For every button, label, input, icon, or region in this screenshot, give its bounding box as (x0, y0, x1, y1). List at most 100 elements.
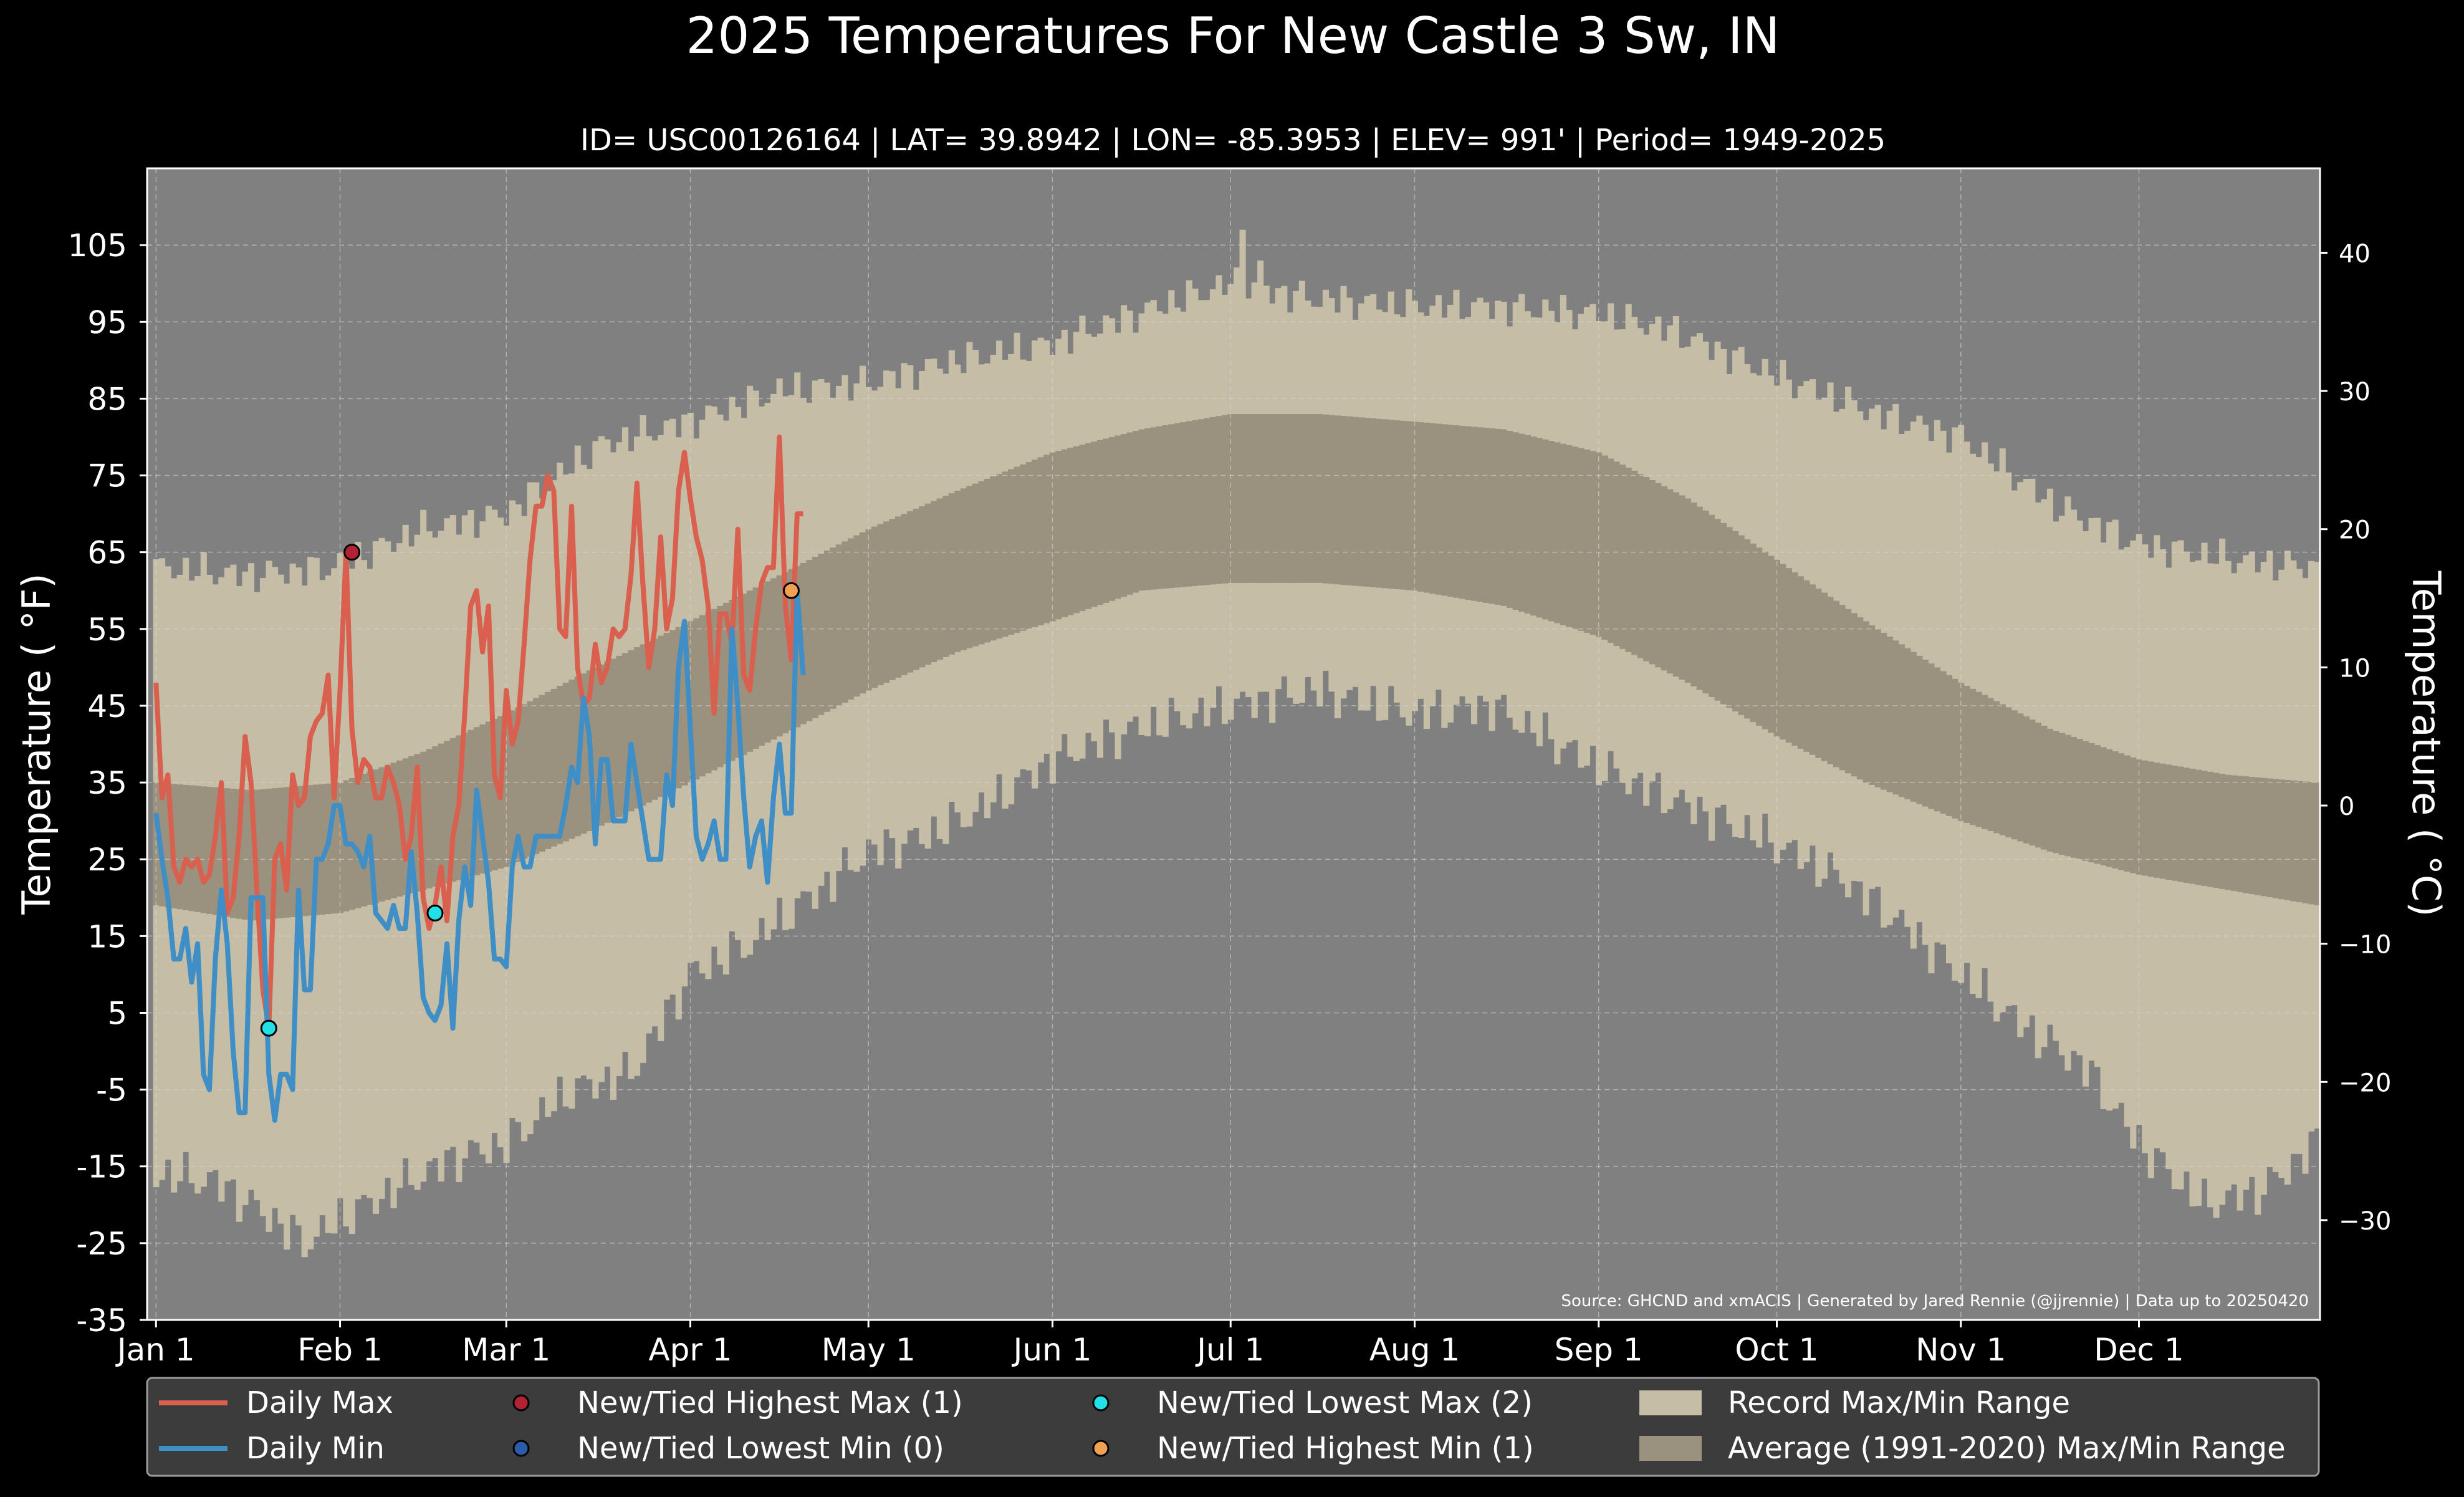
normal-range-bar (1121, 434, 1128, 597)
normal-range-bar (515, 707, 522, 862)
normal-range-bar (1144, 428, 1151, 590)
normal-range-bar (1768, 556, 1775, 733)
y-axis-label-left: Temperature ( °F) (14, 573, 59, 915)
normal-range-bar (165, 783, 171, 908)
y-tick-label-left: 105 (68, 228, 127, 264)
normal-range-bar (1791, 572, 1798, 746)
normal-range-bar (2236, 776, 2243, 892)
normal-range-bar (1940, 671, 1947, 814)
normal-range-bar (1245, 414, 1252, 583)
normal-range-bar (479, 724, 486, 874)
normal-range-bar (1394, 420, 1401, 589)
normal-range-bar (2171, 765, 2179, 881)
normal-range-bar (420, 751, 427, 890)
y-tick-label-left: -15 (76, 1149, 127, 1185)
normal-range-bar (1750, 543, 1757, 723)
normal-range-bar (355, 776, 362, 908)
normal-range-bar (604, 662, 611, 823)
source-note: Source: GHCND and xmACIS | Generated by … (1561, 1292, 2309, 1311)
normal-range-bar (1406, 421, 1412, 590)
normal-range-bar (1234, 414, 1240, 583)
normal-range-bar (966, 486, 973, 648)
normal-range-bar (1103, 438, 1110, 603)
normal-range-bar (1411, 421, 1418, 591)
y-tick-label-left: 5 (107, 995, 127, 1031)
normal-range-bar (1215, 416, 1222, 584)
normal-range-bar (176, 784, 183, 910)
normal-range-bar (1803, 580, 1810, 752)
normal-range-bar (1714, 519, 1721, 701)
normal-range-bar (568, 680, 575, 839)
normal-range-bar (188, 785, 195, 912)
legend-lowest-max-marker (1092, 1394, 1110, 1412)
record-marker-highest-max (343, 544, 361, 561)
normal-range-bar (1916, 655, 1923, 804)
normal-range-bar (859, 532, 866, 694)
normal-range-bar (2106, 749, 2113, 867)
normal-range-bar (1661, 486, 1667, 671)
normal-range-bar (628, 650, 635, 812)
normal-range-bar (2213, 773, 2220, 888)
normal-range-bar (1518, 433, 1525, 612)
normal-range-bar (1376, 418, 1383, 588)
normal-range-bar (1975, 691, 1982, 827)
y-tick-label-left: -35 (76, 1302, 127, 1339)
normal-range-bar (1310, 414, 1317, 583)
normal-range-bar (1578, 448, 1584, 631)
plot-area: 105 95 85 75 65 55 45 35 25 15 5 -5 -15 -25 -35 40 30 20 1… (68, 167, 2391, 1368)
normal-range-bar (1346, 416, 1353, 585)
normal-range-bar (2189, 768, 2196, 884)
normal-range-bar (2070, 737, 2078, 858)
normal-range-bar (948, 493, 955, 655)
x-tick-label: Jun 1 (1012, 1332, 1092, 1368)
normal-range-bar (1340, 416, 1347, 585)
y-tick-label-right: 0 (2339, 792, 2354, 821)
normal-range-bar (307, 785, 314, 916)
legend-record-range-label: Record Max/Min Range (1728, 1385, 2070, 1420)
normal-range-bar (1399, 420, 1406, 590)
normal-range-bar (337, 782, 343, 913)
normal-range-bar (669, 630, 676, 791)
normal-range-bar (954, 491, 961, 652)
normal-range-bar (2053, 731, 2059, 854)
normal-range-bar (1334, 415, 1341, 585)
x-tick-label: Mar 1 (462, 1332, 550, 1368)
normal-range-bar (1138, 429, 1145, 591)
normal-range-bar (301, 785, 308, 917)
y-tick-label-left: 35 (87, 765, 127, 801)
normal-range-bar (1322, 414, 1329, 584)
normal-range-bar (847, 538, 855, 700)
normal-range-bar (717, 605, 724, 768)
legend-highest-max-label: New/Tied Highest Max (1) (577, 1385, 963, 1420)
normal-range-bar (1108, 436, 1116, 601)
normal-range-bar (621, 653, 629, 814)
normal-range-bar (1762, 551, 1768, 729)
y-tick-label-right: 20 (2339, 516, 2371, 545)
normal-range-bar (426, 749, 433, 888)
normal-range-bar (360, 773, 368, 907)
legend-lowest-min-marker (512, 1440, 530, 1457)
record-range-bar (2213, 564, 2220, 1218)
normal-range-bar (1263, 414, 1270, 583)
normal-range-bar (1382, 419, 1389, 589)
normal-range-bar (871, 526, 878, 688)
normal-range-bar (1186, 421, 1192, 587)
normal-range-bar (1536, 438, 1543, 618)
normal-range-bar (1821, 592, 1828, 761)
normal-range-bar (1851, 613, 1858, 777)
normal-range-bar (812, 557, 818, 718)
normal-range-bar (449, 738, 456, 882)
normal-range-bar (1269, 414, 1276, 583)
normal-range-bar (461, 733, 468, 878)
normal-range-bar (1192, 420, 1199, 586)
normal-range-bar (206, 786, 213, 914)
normal-range-bar (2142, 760, 2149, 876)
normal-range-bar (2130, 757, 2137, 874)
normal-range-bar (1756, 547, 1763, 726)
normal-range-bar (658, 635, 664, 797)
normal-range-bar (1945, 675, 1953, 816)
normal-range-bar (2314, 782, 2321, 906)
normal-range-bar (1316, 414, 1323, 583)
normal-range-bar (1150, 427, 1157, 590)
